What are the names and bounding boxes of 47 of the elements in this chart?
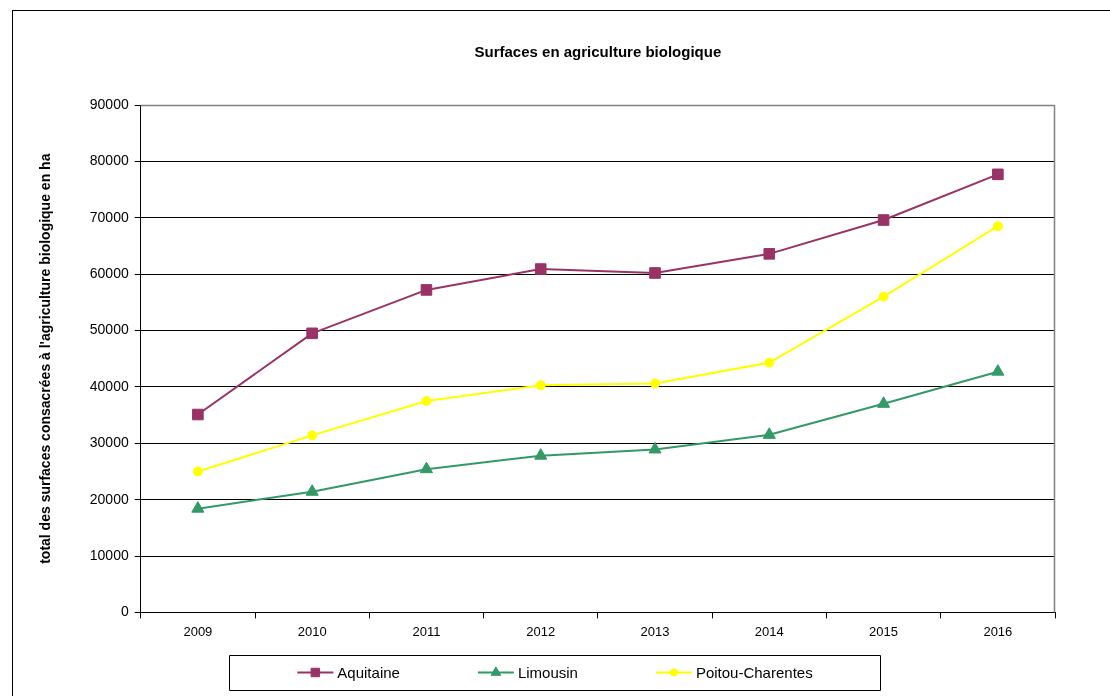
point (878, 291, 889, 302)
x-tick-label: 2009 (183, 623, 213, 639)
point (420, 284, 433, 296)
point (992, 168, 1004, 181)
point (764, 357, 775, 368)
point (648, 441, 662, 454)
point (535, 380, 546, 391)
x-tick-label: 2012 (526, 623, 556, 639)
y-tick-label: 0 (120, 603, 129, 620)
point (192, 408, 204, 421)
x-tick-label: 2013 (640, 623, 670, 639)
legend-label: Limousin (517, 663, 578, 681)
chart-title: Surfaces en agriculture biologique (474, 43, 722, 61)
point (191, 501, 205, 513)
x-tick-label: 2014 (754, 623, 784, 639)
y-tick-label: 10000 (89, 546, 129, 563)
y-tick-label: 70000 (89, 208, 129, 225)
x-tick-label: 2015 (869, 623, 899, 639)
x-tick-label: 2010 (297, 623, 327, 639)
x-tick-label: 2011 (412, 623, 441, 639)
point (650, 378, 661, 389)
y-tick-label: 90000 (89, 95, 129, 112)
x-tick-label: 2016 (983, 623, 1013, 639)
legend-label: Poitou-Charentes (695, 663, 813, 681)
point (991, 364, 1005, 376)
y-tick-label: 60000 (89, 264, 129, 281)
point (877, 396, 891, 408)
point (306, 327, 318, 340)
y-tick-label: 30000 (89, 434, 129, 451)
point (763, 248, 776, 260)
point (421, 395, 432, 406)
point (762, 427, 776, 439)
point (305, 484, 319, 496)
point (192, 466, 203, 477)
y-tick-label: 50000 (89, 321, 129, 338)
point (877, 214, 890, 226)
y-tick-label: 20000 (89, 490, 129, 507)
y-axis-title: total des surfaces consacrées à l'agriculture biologique en ha (37, 153, 54, 564)
point (992, 221, 1003, 232)
point (649, 267, 661, 279)
point (534, 263, 547, 275)
point (534, 448, 548, 460)
y-tick-label: 80000 (89, 152, 129, 169)
point (419, 461, 433, 474)
y-tick-label: 40000 (89, 377, 129, 394)
point (307, 430, 318, 441)
legend-label: Aquitaine (337, 663, 400, 681)
